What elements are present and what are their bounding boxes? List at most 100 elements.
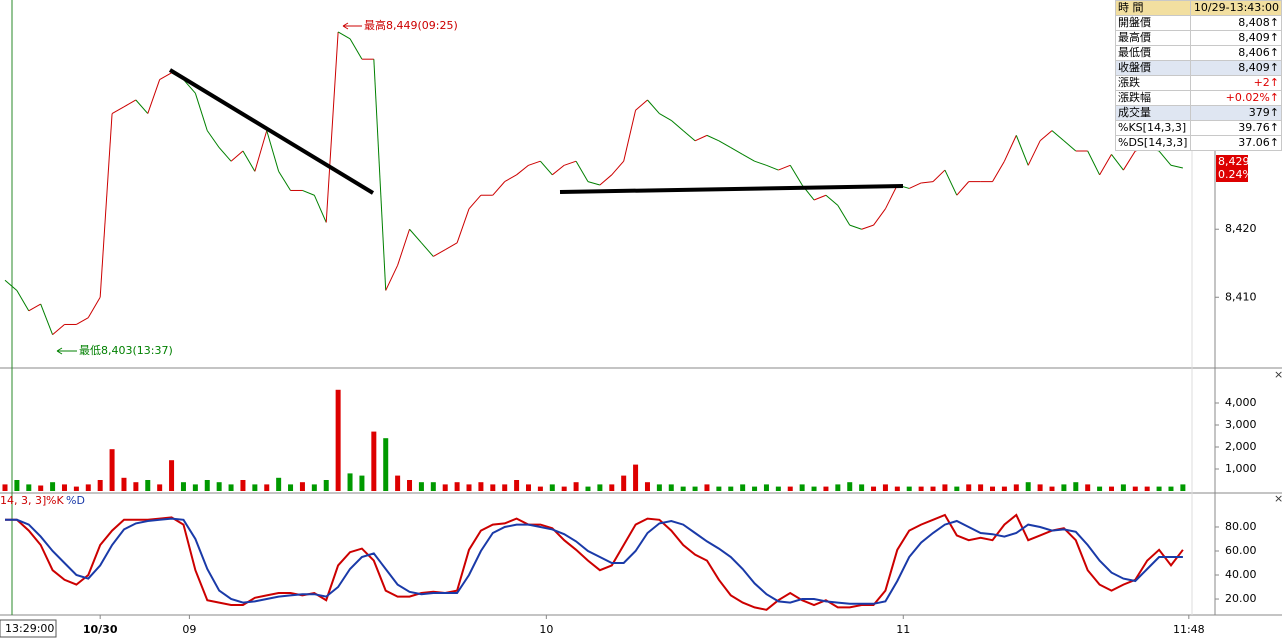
price-line <box>599 174 613 186</box>
price-line <box>278 171 291 191</box>
info-value: 8,406↑ <box>1190 45 1282 61</box>
volume-bar <box>882 484 888 491</box>
volume-bar <box>288 484 294 491</box>
price-line <box>302 189 315 196</box>
info-value: 8,408↑ <box>1190 15 1282 31</box>
volume-bar <box>2 484 8 491</box>
close-button[interactable]: × <box>1274 368 1282 381</box>
volume-bar <box>573 482 579 491</box>
volume-bar <box>109 449 115 491</box>
volume-bar <box>1144 486 1150 491</box>
price-line <box>337 31 351 40</box>
price-line <box>52 324 65 336</box>
volume-bar <box>656 484 662 491</box>
price-line <box>385 265 399 291</box>
volume-bar <box>276 477 282 491</box>
volume-bar <box>906 486 912 491</box>
volume-bar <box>597 484 603 491</box>
price-line <box>706 134 720 142</box>
y-tick-label: 4,000 <box>1225 396 1257 409</box>
volume-bar <box>537 486 543 491</box>
price-line <box>564 160 577 166</box>
volume-bar <box>799 484 805 491</box>
y-tick-label: 80.00 <box>1225 520 1257 533</box>
volume-bar <box>990 486 996 491</box>
volume-bar <box>38 485 44 491</box>
price-line <box>1122 150 1136 171</box>
x-tick-label: 10/30 <box>83 623 118 636</box>
price-line <box>861 224 874 230</box>
price-line <box>837 205 851 226</box>
price-line <box>718 140 732 149</box>
info-key: 漲跌幅 <box>1114 90 1192 106</box>
volume-bar <box>14 479 20 491</box>
volume-bar <box>1120 484 1126 491</box>
price-line <box>1027 140 1041 166</box>
volume-bar <box>97 479 103 491</box>
volume-bar <box>525 484 531 491</box>
info-key: 收盤價 <box>1114 60 1192 76</box>
volume-bar <box>680 486 686 491</box>
price-line <box>1015 135 1029 166</box>
price-line <box>540 160 553 176</box>
price-line <box>1051 130 1065 142</box>
price-line <box>909 182 922 189</box>
volume-bar <box>73 486 79 491</box>
volume-bar <box>228 484 234 491</box>
price-line <box>1003 135 1017 162</box>
info-panel: 時 間 10/29-13:43:00 開盤價 8,408↑ 最高價 8,409↑ 最低價 8,… <box>1114 0 1282 151</box>
volume-bar <box>716 486 722 491</box>
volume-bar <box>644 482 650 491</box>
volume-bar <box>1001 486 1007 491</box>
price-line <box>397 229 410 266</box>
volume-bar <box>26 484 32 491</box>
info-row: 成交量 379↑ <box>1114 105 1282 121</box>
volume-bar <box>1168 486 1174 491</box>
volume-bar <box>430 482 436 491</box>
price-line <box>373 59 387 291</box>
x-tick-label: 11 <box>896 623 910 636</box>
info-value: 379↑ <box>1190 105 1282 121</box>
price-line <box>682 130 696 142</box>
price-line <box>1111 154 1124 171</box>
y-tick-label: 1,000 <box>1225 462 1257 475</box>
kd-line <box>5 513 1184 611</box>
last-change: 0.24% <box>1218 168 1253 181</box>
price-line <box>635 99 648 111</box>
price-line <box>1170 164 1183 169</box>
y-tick-label: 3,000 <box>1225 418 1257 431</box>
info-value: +2↑ <box>1190 75 1282 91</box>
volume-bar <box>121 477 127 491</box>
volume-bar <box>311 484 317 491</box>
kd-label: 14, 3, 3] <box>0 494 46 507</box>
volume-bar <box>609 484 615 491</box>
price-line <box>242 150 256 172</box>
close-button[interactable]: × <box>1274 492 1282 505</box>
price-line <box>694 134 708 142</box>
price-line <box>492 181 506 196</box>
price-line <box>813 194 827 201</box>
volume-bar <box>930 486 936 491</box>
volume-bar <box>299 482 305 491</box>
legend-d: %D <box>66 494 85 507</box>
volume-bar <box>585 486 591 491</box>
info-row: 開盤價 8,408↑ <box>1114 15 1282 31</box>
price-line <box>516 164 529 176</box>
info-row: 收盤價 8,409↑ <box>1114 60 1282 76</box>
price-line <box>551 164 565 176</box>
volume-bar <box>323 479 329 491</box>
volume-bar <box>50 482 56 491</box>
volume-bar <box>871 486 877 491</box>
price-line <box>587 181 601 186</box>
price-line <box>730 147 743 155</box>
price-line <box>313 195 327 223</box>
volume-bar <box>61 484 67 491</box>
volume-bar <box>1037 484 1043 491</box>
volume-bar <box>180 482 186 491</box>
volume-bar <box>1097 486 1103 491</box>
price-line <box>1158 150 1172 166</box>
price-line <box>325 31 339 223</box>
info-row: 漲跌 +2↑ <box>1114 75 1282 91</box>
volume-bar <box>692 486 698 491</box>
volume-bar <box>157 484 163 491</box>
